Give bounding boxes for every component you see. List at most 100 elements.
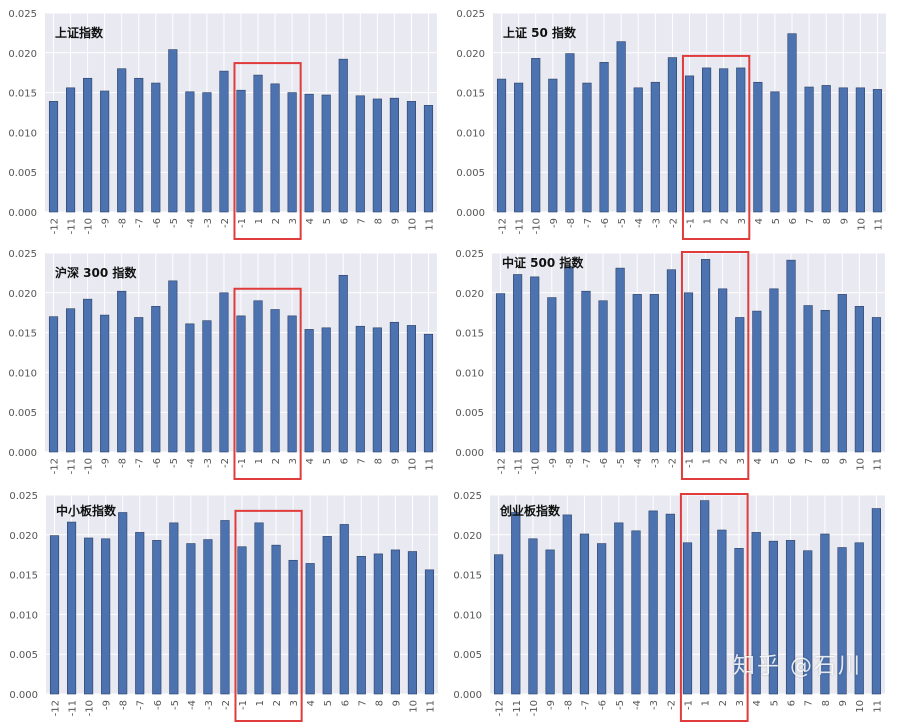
x-tick-label: -3 [203,458,214,468]
highlight-box [680,251,750,480]
x-tick-label: 2 [272,700,283,706]
y-tick-label: 0.015 [456,89,485,100]
x-tick-label: -3 [649,700,660,710]
bar [667,57,677,213]
x-tick-label: -2 [220,458,231,468]
x-tick-label: 6 [787,458,798,464]
bar [236,89,246,213]
x-tick-label: 4 [752,700,763,706]
highlight-box [233,62,302,241]
x-tick-label: -8 [563,700,574,710]
y-tick-label: 0.005 [9,650,38,661]
bar [528,538,538,695]
bar [719,68,729,213]
y-tick-label: 0.000 [8,208,37,219]
x-tick-label: -3 [650,458,661,468]
bar [373,553,383,695]
y-tick-label: 0.010 [453,610,482,621]
y-tick-label: 0.015 [9,571,38,582]
x-tick-label: -10 [85,700,96,716]
y-tick-label: 0.005 [455,408,484,419]
bar [496,78,507,213]
bar [338,274,348,453]
x-tick-label: 1 [255,700,266,706]
y-tick-label: 0.015 [453,571,482,582]
bar [152,540,162,695]
x-tick-label: 11 [873,218,884,231]
x-tick-label: -5 [615,700,626,710]
bar [650,81,660,213]
x-tick-label: -2 [220,218,231,228]
x-tick-label: -5 [169,458,180,468]
x-tick-label: -9 [548,458,559,468]
x-tick-label: 3 [737,218,748,224]
x-tick-label: 11 [872,458,883,471]
bar [511,512,521,695]
bar [562,514,572,695]
bar [219,292,229,453]
bar [305,563,315,695]
x-tick-label: 2 [718,700,729,706]
x-tick-label: 4 [305,458,316,464]
bar [565,53,575,213]
x-tick-label: -2 [666,700,677,710]
x-tick-label: -12 [50,218,61,234]
bar [203,539,213,695]
bar [701,259,711,453]
bar [855,87,865,213]
bar [389,97,399,213]
x-tick-label: 10 [407,218,418,231]
x-tick-label: -6 [152,218,163,228]
y-tick-label: 0.005 [456,168,485,179]
bar [151,82,161,213]
bar [186,543,196,695]
bar [736,67,746,213]
bar [406,101,416,213]
x-tick-label: -9 [546,700,557,710]
x-tick-label: 3 [735,700,746,706]
bar [530,276,540,453]
x-tick-label: 6 [340,700,351,706]
bar [753,81,763,213]
x-tick-label: -1 [237,218,248,228]
chart-title: 上证指数 [55,25,104,40]
bar [581,290,591,453]
bar [633,87,643,213]
bar [271,544,281,695]
bar [237,546,247,695]
bar [83,298,93,453]
x-tick-label: -7 [136,700,147,710]
x-tick-label: -4 [634,218,645,228]
bar [803,305,813,453]
x-tick-label: 3 [288,458,299,464]
x-tick-label: -6 [598,700,609,710]
x-tick-label: -8 [119,700,130,710]
x-tick-label: 2 [271,458,282,464]
chart-title: 沪深 300 指数 [55,265,137,280]
x-tick-label: 6 [788,218,799,224]
watermark: 知乎 @石川 [733,654,862,679]
bar [304,93,314,213]
bar [339,524,349,695]
bar [631,530,641,695]
bar [67,521,77,695]
x-tick-label: -6 [152,458,163,468]
bar [372,327,382,453]
chart-title: 创业板指数 [499,503,561,518]
x-tick-label: 9 [838,700,849,706]
x-tick-label: -12 [51,700,62,716]
y-tick-label: 0.000 [455,448,484,459]
x-tick-label: -12 [498,218,509,234]
bar [599,62,609,213]
bar [787,33,797,213]
x-tick-label: 7 [356,218,367,224]
bar [100,314,110,453]
bar [372,98,382,213]
x-tick-label: 5 [322,458,333,464]
y-tick-label: 0.005 [453,650,482,661]
bar [202,320,212,453]
x-tick-label: 3 [289,700,300,706]
bar [101,538,111,695]
